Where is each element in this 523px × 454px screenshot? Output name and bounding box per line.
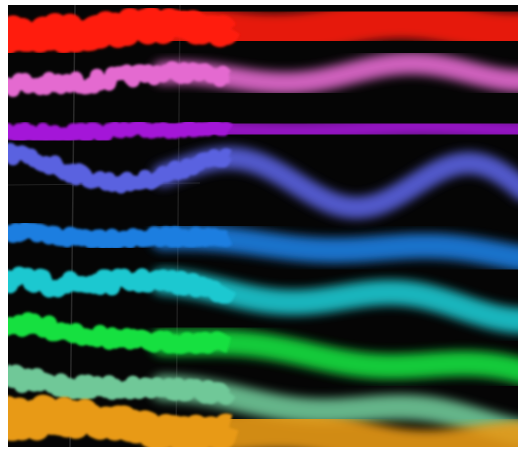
waveform-near bbox=[8, 394, 239, 447]
waveform-near bbox=[8, 119, 234, 143]
waveform-near bbox=[8, 266, 237, 304]
waveform-near bbox=[8, 6, 241, 55]
waveforms bbox=[8, 5, 518, 447]
waveform-near bbox=[8, 221, 234, 250]
waveform-near bbox=[8, 363, 236, 405]
waveform-near bbox=[8, 312, 234, 354]
waveform-near bbox=[8, 61, 233, 97]
waveform-near bbox=[8, 142, 233, 194]
